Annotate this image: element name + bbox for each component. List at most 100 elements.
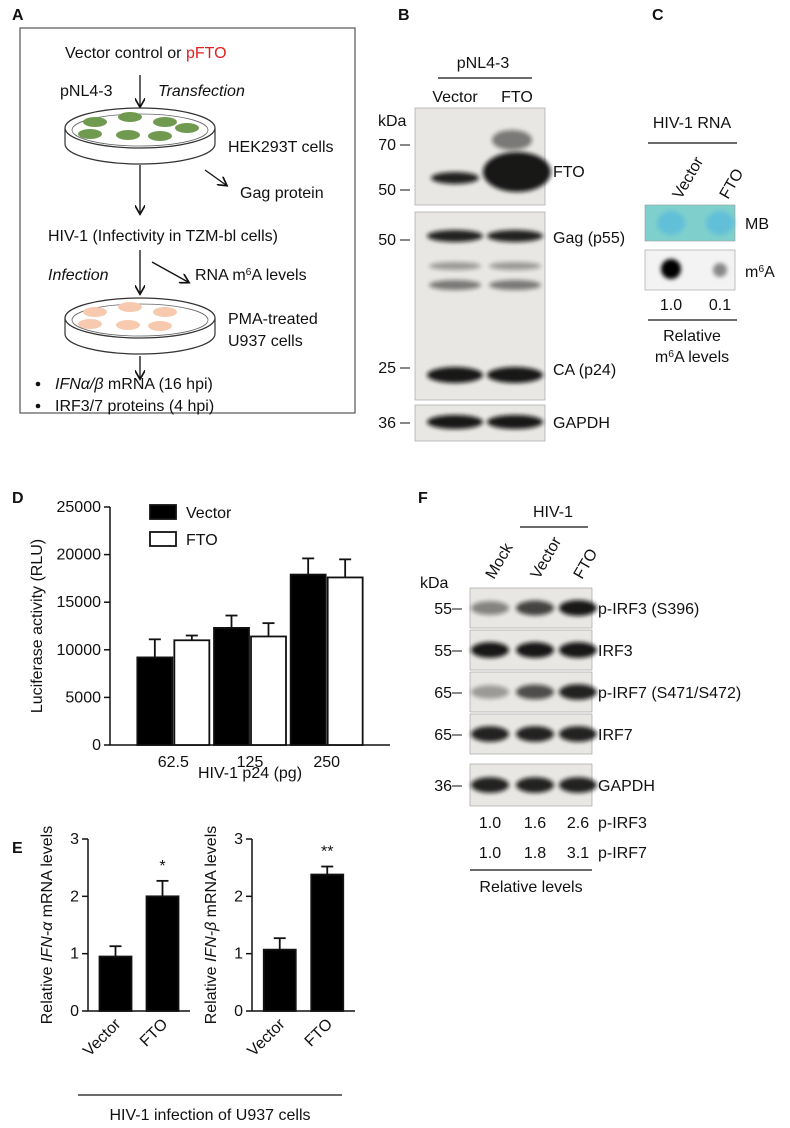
band — [559, 726, 597, 742]
legend-label: FTO — [186, 532, 218, 549]
x-tick-label: FTO — [137, 1016, 171, 1050]
x-tick-label: Vector — [244, 1015, 289, 1060]
value-label: 0.1 — [709, 297, 731, 314]
band — [427, 415, 483, 429]
blot-header: pNL4-3 — [457, 55, 510, 72]
text-part: 6 — [758, 264, 764, 275]
lane-label: Vector — [670, 154, 708, 202]
legend-swatch — [149, 531, 177, 547]
band — [487, 367, 543, 383]
row-label: m6A — [745, 264, 775, 282]
band — [516, 600, 554, 616]
dot — [713, 263, 727, 277]
text-part: IFN-α — [39, 921, 56, 962]
value-label: 1.0 — [660, 297, 682, 314]
x-tick-label: Vector — [80, 1015, 125, 1060]
cell — [153, 117, 177, 127]
lane-label: Vector — [432, 89, 478, 106]
marker-label: 50 — [378, 232, 396, 249]
lane-label: FTO — [501, 89, 533, 106]
dot — [661, 259, 681, 279]
bar — [98, 955, 133, 1012]
band-label: p-IRF3 (S396) — [598, 601, 699, 618]
y-tick-label: 2 — [234, 888, 243, 905]
panel-label: F — [418, 490, 428, 507]
lane-label: FTO — [571, 546, 602, 582]
bar — [326, 576, 364, 746]
text-part: m — [655, 349, 668, 366]
bar — [213, 627, 250, 746]
legend-swatch — [149, 504, 177, 520]
band — [471, 685, 509, 699]
cell — [83, 307, 107, 317]
text-part: 6 — [668, 349, 674, 360]
annotation: * — [159, 858, 165, 875]
cell — [118, 112, 142, 122]
marker-label: 25 — [378, 360, 396, 377]
y-tick-label: 2 — [70, 888, 79, 905]
cell — [175, 123, 199, 133]
band — [487, 230, 543, 242]
y-axis-label: Luciferase activity (RLU) — [29, 539, 46, 713]
band — [492, 130, 532, 150]
bullet — [35, 403, 41, 409]
x-tick-label: 250 — [313, 754, 340, 771]
band — [471, 726, 509, 742]
text-part: Relative — [203, 962, 220, 1024]
step-text: HIV-1 (Infectivity in TZM-bl cells) — [48, 228, 278, 245]
y-tick-label: 1 — [70, 946, 79, 963]
text-part: pFTO — [186, 45, 227, 62]
y-tick-label: 5000 — [65, 689, 101, 706]
band — [427, 230, 483, 242]
x-axis-label: HIV-1 p24 (pg) — [198, 765, 302, 782]
band-label: CA (p24) — [553, 362, 616, 379]
value-label: 1.0 — [479, 815, 501, 832]
band-label: IRF3 — [598, 643, 633, 660]
panel-label: E — [12, 840, 23, 857]
marker-label: 65 — [434, 685, 452, 702]
step-text: U937 cells — [228, 333, 303, 350]
cell — [116, 130, 140, 140]
text-part: m — [745, 264, 758, 281]
cell — [118, 302, 142, 312]
dish — [71, 303, 209, 337]
marker-label: 55 — [434, 643, 452, 660]
bar — [289, 573, 327, 746]
band — [489, 280, 541, 290]
step-text: RNA m6A levels — [195, 267, 307, 285]
arrow — [151, 261, 188, 282]
step-text: Gag protein — [240, 185, 324, 202]
band — [429, 280, 481, 290]
blot-header: HIV-1 — [533, 504, 573, 521]
cell — [78, 319, 102, 329]
y-tick-label: 0 — [92, 737, 101, 754]
step-text: Vector control or pFTO — [65, 45, 227, 62]
y-tick-label: 3 — [70, 831, 79, 848]
bar — [173, 639, 211, 746]
text-part: IFN-β — [203, 922, 220, 962]
lane-label: FTO — [717, 166, 748, 202]
panel-label: A — [12, 7, 24, 24]
lane-label: Vector — [528, 534, 566, 582]
band — [429, 262, 481, 270]
cell — [116, 320, 140, 330]
arrow — [204, 169, 226, 185]
band-label: GAPDH — [598, 778, 655, 795]
marker-label: 65 — [434, 727, 452, 744]
dish — [71, 113, 209, 147]
text-part: IRF3/7 proteins (4 hpi) — [55, 398, 214, 415]
text-part: 6 — [246, 267, 252, 278]
bar — [145, 895, 180, 1012]
y-tick-label: 25000 — [57, 499, 102, 516]
row-label: MB — [745, 216, 769, 233]
band-label: GAPDH — [553, 415, 610, 432]
band — [471, 642, 509, 658]
band — [427, 367, 483, 383]
marker-label: 50 — [378, 182, 396, 199]
value-label: 1.0 — [479, 845, 501, 862]
band — [516, 777, 554, 793]
step-text: HEK293T cells — [228, 139, 334, 156]
band-label: Gag (p55) — [553, 230, 625, 247]
marker-label: 55 — [434, 601, 452, 618]
value-label: 2.6 — [567, 815, 589, 832]
